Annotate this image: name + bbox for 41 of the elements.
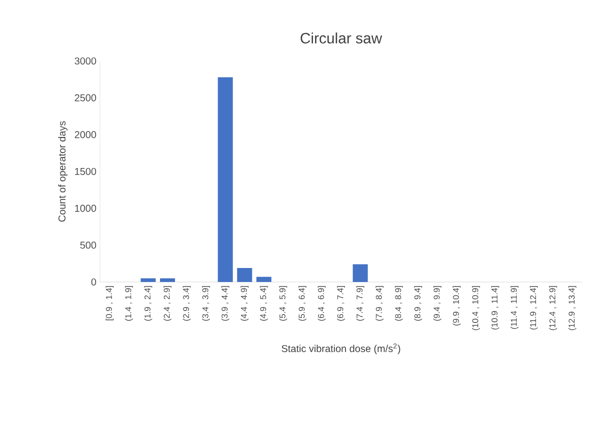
- x-tick-label: (11.9 , 12.4]: [530, 286, 538, 330]
- x-tick-label: (4.9 , 5.4]: [260, 286, 268, 321]
- x-tick-label: (3.9 , 4.4]: [221, 286, 230, 321]
- x-tick-label: (9.9 , 10.4]: [452, 286, 461, 326]
- y-tick-label: 1500: [75, 168, 96, 176]
- x-tick-label: (10.9 , 11.4]: [491, 286, 500, 330]
- y-axis-title: Count of operator days: [58, 121, 68, 222]
- x-tick-label: (7.4 , 7.9]: [356, 286, 364, 321]
- bar: [352, 264, 368, 282]
- x-tick-label: (2.9 , 3.4]: [182, 286, 191, 321]
- x-tick-label: (10.4 , 10.9]: [472, 286, 480, 330]
- y-tick-label: 3000: [74, 57, 96, 65]
- x-tick-label: (1.9 , 2.4]: [144, 286, 152, 321]
- x-tick-label: (8.9 , 9.4]: [414, 286, 422, 321]
- x-tick-label: (5.4 , 5.9]: [279, 286, 288, 321]
- bar: [160, 278, 175, 282]
- x-tick-label: (8.4 , 8.9]: [394, 286, 403, 321]
- bar: [256, 276, 272, 282]
- x-tick-label: (4.4 , 4.9]: [240, 286, 249, 321]
- x-tick-label: (6.9 , 7.4]: [337, 286, 345, 321]
- x-tick-label: (7.9 , 8.4]: [376, 286, 384, 321]
- y-tick-label: 500: [80, 242, 96, 249]
- x-tick-label: (1.4 , 1.9]: [124, 286, 133, 321]
- x-tick-label: (2.4 , 2.9]: [164, 286, 172, 321]
- x-tick-label: (3.4 , 3.9]: [202, 286, 210, 321]
- y-tick-label: 1000: [75, 204, 96, 212]
- x-tick-label: [0.9 , 1.4]: [106, 286, 114, 320]
- x-tick-label: (12.4 , 12.9]: [549, 286, 558, 330]
- x-tick-label: (11.4 , 11.9]: [510, 286, 518, 329]
- y-tick-label: 0: [91, 278, 96, 286]
- bar: [218, 77, 233, 282]
- x-tick-label: (6.4 , 6.9]: [318, 286, 326, 321]
- y-tick-label: 2000: [74, 131, 96, 138]
- x-tick-label: (12.9 , 13.4]: [568, 286, 576, 330]
- x-tick-label: (5.9 , 6.4]: [298, 286, 306, 321]
- x-axis-title: Static vibration dose (m/s$^{2}$): [282, 344, 400, 354]
- chart-title: Circular saw: [300, 32, 382, 44]
- bar: [140, 278, 156, 282]
- x-tick-label: (9.4 , 9.9]: [433, 286, 442, 321]
- bar: [237, 268, 252, 282]
- y-tick-label: 2500: [74, 94, 96, 102]
